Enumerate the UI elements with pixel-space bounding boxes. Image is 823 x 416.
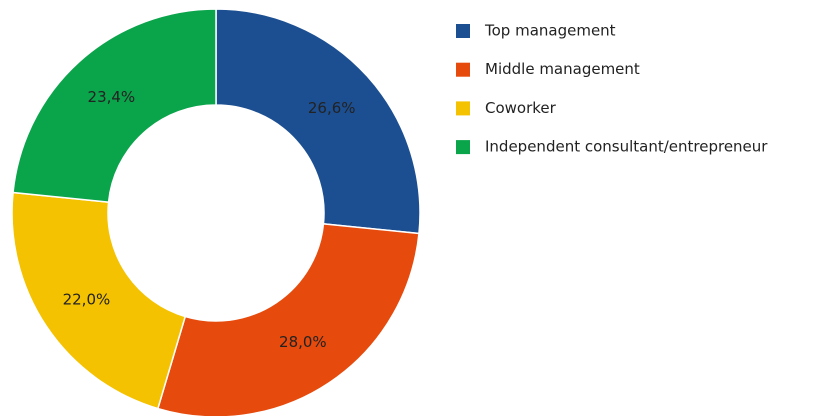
legend-swatch — [456, 62, 470, 77]
legend-swatch — [456, 140, 470, 155]
data-label: 22,0% — [63, 290, 111, 308]
legend-label: Independent consultant/entrepreneur — [485, 138, 768, 156]
legend-label: Top management — [484, 22, 616, 40]
legend-swatch — [456, 24, 470, 38]
data-label: 26,6% — [308, 99, 356, 117]
donut-slice — [12, 8, 217, 203]
donut-slice — [11, 191, 187, 410]
data-label: 28,0% — [279, 333, 327, 351]
legend-label: Coworker — [485, 99, 557, 117]
donut-slice — [156, 223, 420, 416]
donut-slice — [215, 8, 421, 235]
data-label: 23,4% — [88, 88, 136, 106]
legend-label: Middle management — [485, 60, 640, 78]
legend-swatch — [456, 101, 470, 116]
